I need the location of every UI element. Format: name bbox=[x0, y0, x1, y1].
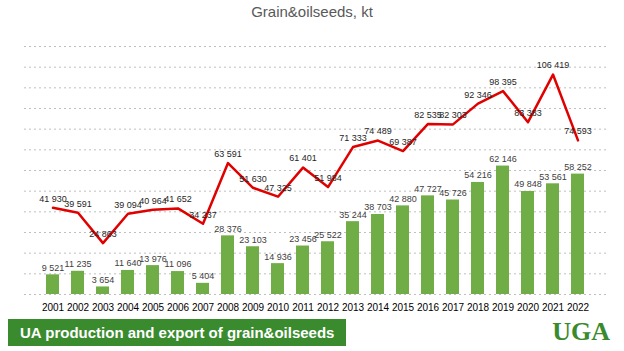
svg-text:2021: 2021 bbox=[542, 302, 565, 313]
svg-text:92 346: 92 346 bbox=[464, 90, 492, 100]
svg-text:2004: 2004 bbox=[117, 302, 140, 313]
html-text:UA production and export of gr: UA production and export of grain&oilsee… bbox=[20, 323, 335, 341]
svg-text:74 593: 74 593 bbox=[564, 126, 592, 136]
svg-text:49 848: 49 848 bbox=[514, 179, 542, 189]
html-text:Grain&oilseeds, kt: Grain&oilseeds, kt bbox=[251, 3, 373, 20]
svg-text:2020: 2020 bbox=[517, 302, 540, 313]
svg-text:2019: 2019 bbox=[492, 302, 515, 313]
svg-text:2017: 2017 bbox=[442, 302, 465, 313]
svg-text:47 325: 47 325 bbox=[264, 183, 292, 193]
svg-text:39 094: 39 094 bbox=[114, 200, 142, 210]
svg-text:2015: 2015 bbox=[392, 302, 415, 313]
svg-text:54 216: 54 216 bbox=[464, 170, 492, 180]
html-text:UGA: UGA bbox=[552, 317, 610, 346]
svg-text:71 333: 71 333 bbox=[339, 133, 367, 143]
svg-text:2007: 2007 bbox=[192, 302, 215, 313]
svg-text:9 521: 9 521 bbox=[42, 263, 65, 273]
svg-text:39 591: 39 591 bbox=[64, 199, 92, 209]
svg-text:63 591: 63 591 bbox=[214, 149, 242, 159]
svg-text:2009: 2009 bbox=[242, 302, 265, 313]
svg-text:2003: 2003 bbox=[92, 302, 115, 313]
svg-text:2010: 2010 bbox=[267, 302, 290, 313]
svg-text:61 401: 61 401 bbox=[289, 153, 317, 163]
svg-text:51 984: 51 984 bbox=[314, 173, 342, 183]
svg-text:35 244: 35 244 bbox=[339, 210, 367, 220]
svg-text:2012: 2012 bbox=[317, 302, 340, 313]
svg-text:45 726: 45 726 bbox=[439, 188, 467, 198]
svg-text:28 376: 28 376 bbox=[214, 224, 242, 234]
svg-text:98 395: 98 395 bbox=[489, 77, 517, 87]
svg-text:53 561: 53 561 bbox=[539, 172, 567, 182]
svg-text:69 387: 69 387 bbox=[389, 137, 417, 147]
svg-text:11 096: 11 096 bbox=[165, 259, 192, 269]
svg-text:106 419: 106 419 bbox=[537, 60, 570, 70]
svg-text:40 964: 40 964 bbox=[139, 196, 167, 206]
svg-text:82 303: 82 303 bbox=[439, 110, 467, 120]
svg-text:23 456: 23 456 bbox=[289, 234, 317, 244]
svg-text:2013: 2013 bbox=[342, 302, 365, 313]
svg-text:2011: 2011 bbox=[292, 302, 314, 313]
svg-text:2002: 2002 bbox=[67, 302, 90, 313]
svg-text:34 237: 34 237 bbox=[189, 210, 217, 220]
svg-text:23 103: 23 103 bbox=[239, 235, 267, 245]
svg-text:2018: 2018 bbox=[467, 302, 490, 313]
svg-text:25 522: 25 522 bbox=[314, 230, 342, 240]
svg-text:11 235: 11 235 bbox=[65, 259, 92, 269]
svg-text:58 252: 58 252 bbox=[564, 162, 592, 172]
svg-text:83 383: 83 383 bbox=[514, 108, 542, 118]
svg-text:82 535: 82 535 bbox=[414, 110, 442, 120]
svg-text:41 652: 41 652 bbox=[164, 194, 192, 204]
svg-text:11 640: 11 640 bbox=[115, 258, 142, 268]
svg-text:3 654: 3 654 bbox=[92, 275, 115, 285]
svg-text:74 489: 74 489 bbox=[364, 126, 392, 136]
svg-text:14 936: 14 936 bbox=[264, 252, 292, 262]
svg-text:2016: 2016 bbox=[417, 302, 440, 313]
svg-text:24 863: 24 863 bbox=[89, 229, 117, 239]
svg-text:2008: 2008 bbox=[217, 302, 240, 313]
svg-text:41 930: 41 930 bbox=[39, 194, 67, 204]
svg-text:51 630: 51 630 bbox=[239, 174, 267, 184]
svg-text:2022: 2022 bbox=[567, 302, 590, 313]
svg-text:62 146: 62 146 bbox=[489, 154, 517, 164]
svg-text:2005: 2005 bbox=[142, 302, 165, 313]
svg-text:2014: 2014 bbox=[367, 302, 390, 313]
svg-text:47 727: 47 727 bbox=[414, 184, 442, 194]
svg-text:42 880: 42 880 bbox=[389, 194, 417, 204]
svg-text:13 976: 13 976 bbox=[139, 253, 167, 263]
svg-text:2001: 2001 bbox=[42, 302, 65, 313]
svg-text:5 404: 5 404 bbox=[192, 271, 215, 281]
svg-text:2006: 2006 bbox=[167, 302, 190, 313]
svg-text:38 703: 38 703 bbox=[364, 202, 392, 212]
